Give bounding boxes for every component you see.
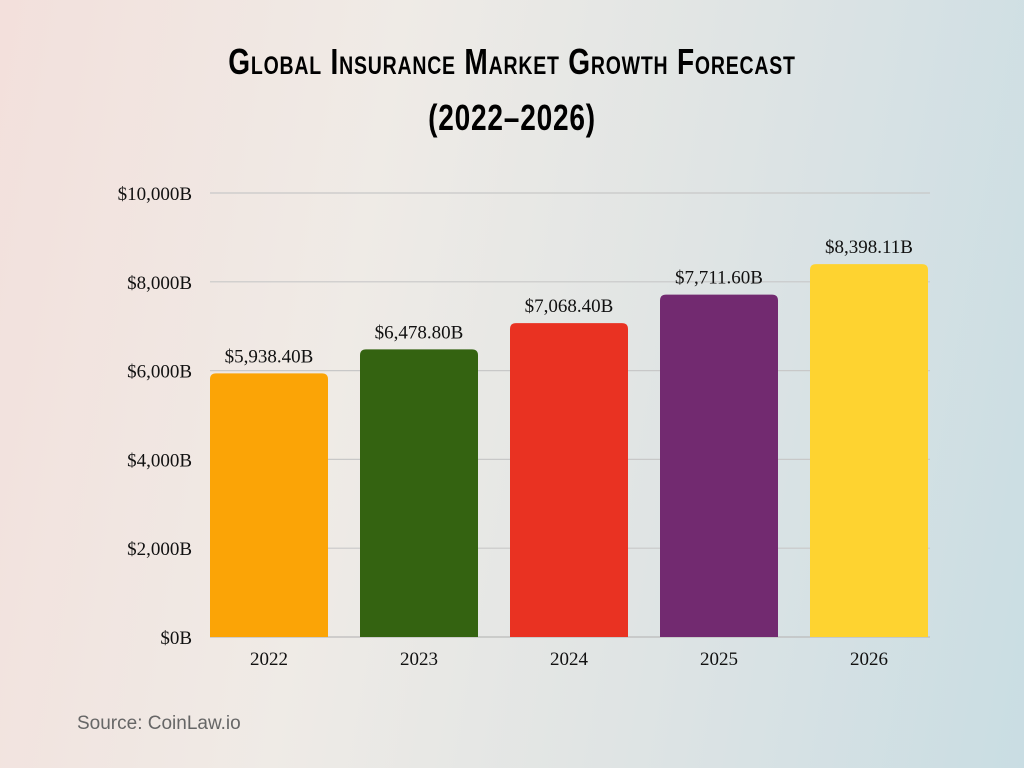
bar-2023 <box>360 349 478 637</box>
bar-2024 <box>510 323 628 637</box>
bar-2026 <box>810 264 928 637</box>
y-tick-label: $0B <box>160 628 192 649</box>
bar-2022 <box>210 373 328 637</box>
x-tick-label: 2025 <box>700 649 738 670</box>
y-tick-label: $4,000B <box>127 450 192 471</box>
title-line: Global Insurance Market Growth Forecast <box>228 41 796 82</box>
chart-title: Global Insurance Market Growth Forecast … <box>113 34 912 146</box>
x-tick-label: 2026 <box>850 649 888 670</box>
source-note: Source: CoinLaw.io <box>77 713 241 734</box>
y-tick-label: $6,000B <box>127 362 192 383</box>
y-tick-label: $10,000B <box>118 184 192 205</box>
y-tick-label: $8,000B <box>127 273 192 294</box>
data-label: $7,711.60B <box>675 268 763 289</box>
subtitle-line: (2022–2026) <box>428 97 596 138</box>
bar-2025 <box>660 294 778 637</box>
y-tick-label: $2,000B <box>127 539 192 560</box>
data-label: $8,398.11B <box>825 237 913 258</box>
x-tick-label: 2022 <box>250 649 288 670</box>
x-tick-label: 2024 <box>550 649 589 670</box>
data-label: $7,068.40B <box>525 296 614 317</box>
data-label: $6,478.80B <box>375 322 464 343</box>
x-tick-label: 2023 <box>400 649 438 670</box>
data-label: $5,938.40B <box>225 346 314 367</box>
